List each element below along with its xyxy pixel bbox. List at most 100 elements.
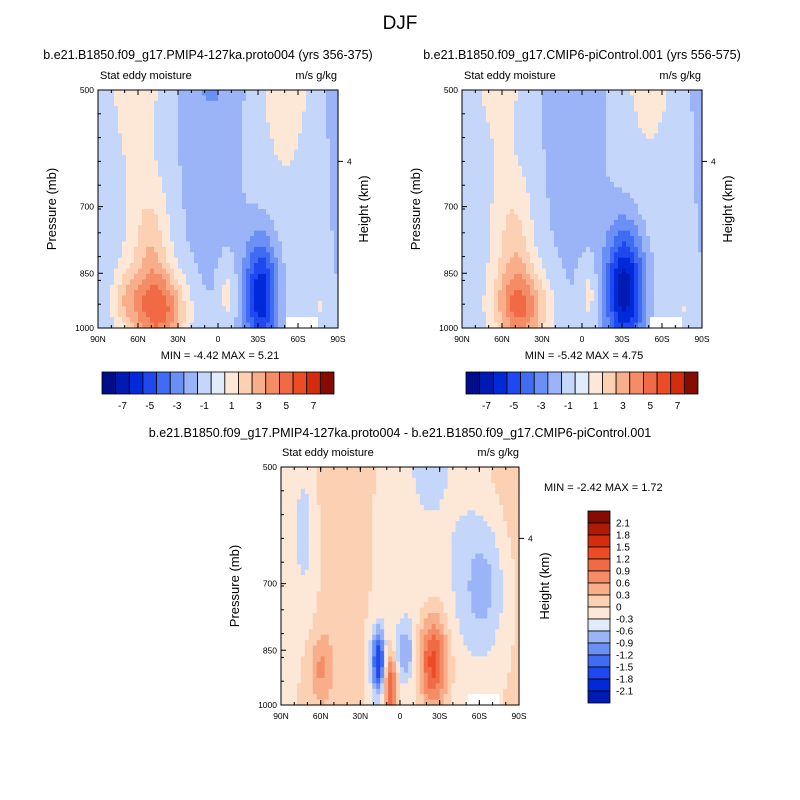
panel1-cell <box>314 279 319 286</box>
panel2-cell <box>494 246 499 253</box>
panel2-cell <box>590 263 595 270</box>
panel2-cell <box>490 209 495 216</box>
panel1-cell <box>194 90 199 97</box>
panel2-cell <box>546 230 551 237</box>
panel1-cell <box>318 311 323 318</box>
panel2-cell <box>538 160 543 167</box>
panel2-cell <box>626 257 631 264</box>
panel2-cell <box>694 122 699 129</box>
panel1-cell <box>194 122 199 129</box>
panel1-cell <box>150 106 155 113</box>
panel1-ytick-label: 500 <box>80 85 94 95</box>
panel2-cell <box>462 176 467 183</box>
panel1-cell <box>314 284 319 291</box>
panel1-cell <box>278 236 283 243</box>
panel1-cell <box>194 176 199 183</box>
panel1-cell <box>114 106 119 113</box>
panel2-cell <box>578 181 583 188</box>
panel2-cell <box>570 90 575 97</box>
panel2-cell <box>614 246 619 253</box>
panel1-cell <box>182 225 187 232</box>
panel1-cell <box>114 273 119 280</box>
panel2-cell <box>502 111 507 118</box>
panel2-cell <box>462 133 467 140</box>
panel1-cell <box>246 203 251 210</box>
panel2-cell <box>494 127 499 134</box>
panel1-cell <box>158 317 163 324</box>
panel2-cell <box>602 252 607 259</box>
panel1-cell <box>326 268 331 275</box>
panel1-cell <box>302 203 307 210</box>
panel1-cell <box>234 138 239 145</box>
panel1-cell <box>246 230 251 237</box>
panel1-cell <box>306 252 311 259</box>
panel2-cell <box>550 187 555 194</box>
panel1-cell <box>282 95 287 102</box>
panel1-cell <box>162 241 167 248</box>
panel1-cell <box>262 317 267 324</box>
panel2-cell <box>598 181 603 188</box>
panel2-cell <box>534 100 539 107</box>
panel2-cell <box>570 236 575 243</box>
panel2-cell <box>662 149 667 156</box>
panel1-cell <box>270 106 275 113</box>
panel1-cell <box>322 295 327 302</box>
panel1-cell <box>162 273 167 280</box>
panel2-cell <box>518 165 523 172</box>
panel1-cell <box>258 279 263 286</box>
panel1-cell <box>198 317 203 324</box>
panel1-cell <box>306 165 311 172</box>
panel2-cell <box>610 268 615 275</box>
panel2-cell <box>630 106 635 113</box>
panel2-cell <box>606 279 611 286</box>
panel1-cell <box>310 149 315 156</box>
panel1-cell <box>322 290 327 297</box>
panel2-cell <box>466 144 471 151</box>
panel1-cell <box>206 268 211 275</box>
panel1-cell <box>118 225 123 232</box>
panel1-cell <box>198 165 203 172</box>
panel2-cell <box>626 187 631 194</box>
panel1-cell <box>130 273 135 280</box>
panel2-cell <box>662 181 667 188</box>
panel1-cell <box>170 322 175 329</box>
panel2-cell <box>594 203 599 210</box>
panel2-cell <box>478 225 483 232</box>
panel2-cell <box>502 106 507 113</box>
panel1-cell <box>270 127 275 134</box>
panel1-cell <box>210 165 215 172</box>
panel1-cell <box>170 219 175 226</box>
panel2-cell <box>538 225 543 232</box>
panel1-cell <box>286 236 291 243</box>
panel2-cell <box>622 165 627 172</box>
panel1-cell <box>286 138 291 145</box>
panel2-cell <box>546 144 551 151</box>
panel1-cell <box>266 300 271 307</box>
panel1-cell <box>202 117 207 124</box>
panel2-cell <box>618 290 623 297</box>
panel1-cell <box>230 257 235 264</box>
panel2-cell <box>518 198 523 205</box>
panel1-cell <box>194 181 199 188</box>
panel1-cell <box>162 133 167 140</box>
panel2-cell <box>574 209 579 216</box>
panel1-cell <box>222 144 227 151</box>
panel2-cell <box>470 149 475 156</box>
panel1-xtick-label: 60S <box>290 334 305 344</box>
panel2-cell <box>638 171 643 178</box>
panel1-cell <box>126 268 131 275</box>
panel1-cell <box>306 311 311 318</box>
panel1-cell <box>102 106 107 113</box>
panel2-cell <box>494 192 499 199</box>
panel2-cell <box>470 171 475 178</box>
panel1-cell <box>150 311 155 318</box>
panel1-cell <box>274 322 279 329</box>
panel2-cell <box>602 257 607 264</box>
panel2-cell <box>606 149 611 156</box>
panel2-cell <box>670 209 675 216</box>
panel1-cell <box>142 192 147 199</box>
panel1-cell <box>190 284 195 291</box>
panel1-cell <box>214 230 219 237</box>
panel2-cell <box>582 236 587 243</box>
panel2-cell <box>518 160 523 167</box>
